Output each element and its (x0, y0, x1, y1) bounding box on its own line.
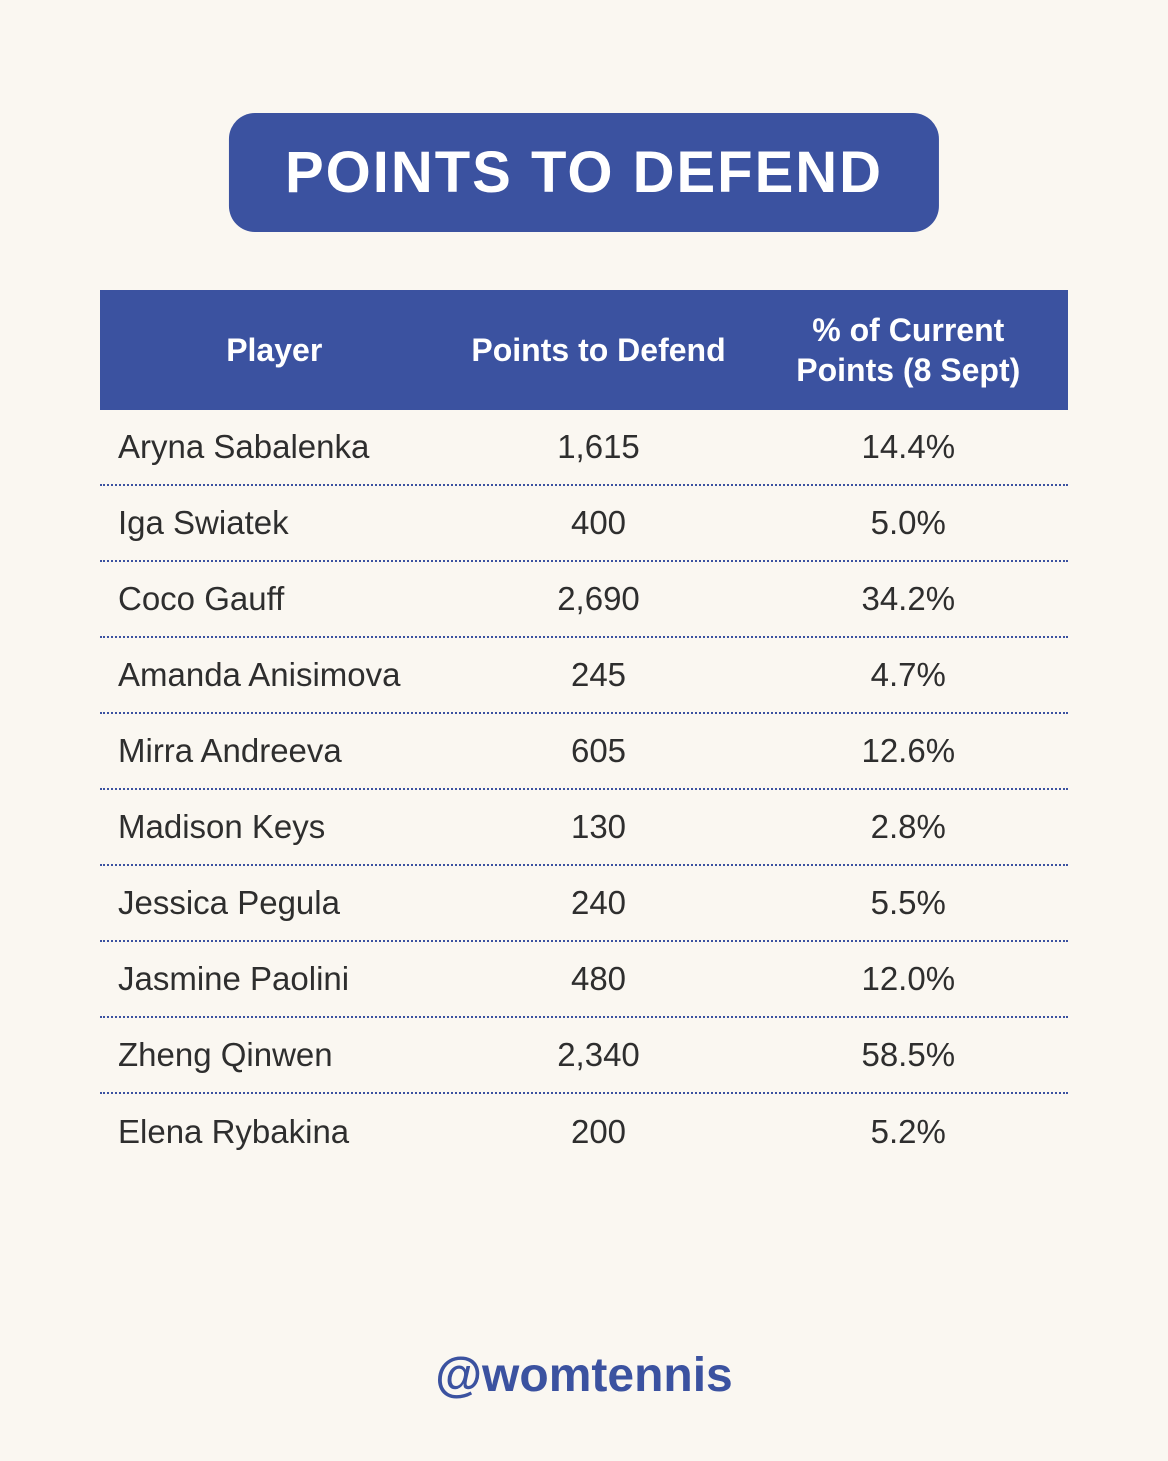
cell-points-7: 480 (570, 960, 627, 997)
column-header-percent: % of Current Points (8 Sept) (796, 312, 1021, 388)
table-row: Elena Rybakina 200 5.2% (100, 1094, 1068, 1170)
cell-player-4: Mirra Andreeva (118, 732, 342, 769)
cell-percent-6: 5.5% (870, 884, 946, 921)
cell-points-3: 245 (570, 656, 627, 693)
cell-percent-1: 5.0% (870, 504, 946, 541)
table-row: Jasmine Paolini 480 12.0% (100, 942, 1068, 1018)
cell-points-5: 130 (570, 808, 627, 845)
cell-points-1: 400 (570, 504, 627, 541)
table-row: Coco Gauff 2,690 34.2% (100, 562, 1068, 638)
cell-player-5: Madison Keys (118, 808, 326, 845)
cell-player-6: Jessica Pegula (118, 884, 340, 921)
table-row: Mirra Andreeva 605 12.6% (100, 714, 1068, 790)
cell-percent-7: 12.0% (861, 960, 956, 997)
cell-points-6: 240 (570, 884, 627, 921)
cell-player-8: Zheng Qinwen (118, 1036, 333, 1073)
cell-percent-2: 34.2% (861, 580, 956, 617)
table-row: Madison Keys 130 2.8% (100, 790, 1068, 866)
table-row: Aryna Sabalenka 1,615 14.4% (100, 410, 1068, 486)
column-header-player: Player (226, 331, 323, 368)
title-badge: POINTS TO DEFEND (228, 113, 940, 232)
cell-points-8: 2,340 (557, 1036, 640, 1073)
cell-percent-5: 2.8% (870, 808, 946, 845)
cell-percent-3: 4.7% (870, 656, 946, 693)
cell-percent-4: 12.6% (861, 732, 956, 769)
cell-percent-9: 5.2% (870, 1113, 946, 1150)
cell-player-3: Amanda Anisimova (118, 656, 401, 693)
cell-points-0: 1,615 (557, 428, 640, 465)
table-body: Aryna Sabalenka 1,615 14.4% Iga Swiatek 400 5… (100, 410, 1068, 1170)
cell-points-4: 605 (570, 732, 627, 769)
table-header-row: Player Points to Defend % of Current Poi… (100, 290, 1068, 410)
cell-points-2: 2,690 (557, 580, 640, 617)
cell-player-1: Iga Swiatek (118, 504, 289, 541)
table-row: Iga Swiatek 400 5.0% (100, 486, 1068, 562)
table-row: Amanda Anisimova 245 4.7% (100, 638, 1068, 714)
page-title: POINTS TO DEFEND (284, 140, 884, 205)
cell-player-2: Coco Gauff (118, 580, 285, 617)
social-handle: @womtennis (435, 1349, 733, 1402)
column-header-points: Points to Defend (471, 331, 726, 368)
cell-player-9: Elena Rybakina (118, 1113, 350, 1150)
table-row: Jessica Pegula 240 5.5% (100, 866, 1068, 942)
cell-percent-0: 14.4% (861, 428, 956, 465)
points-table: Player Points to Defend % of Current Poi… (100, 290, 1068, 1170)
cell-percent-8: 58.5% (861, 1036, 956, 1073)
cell-points-9: 200 (570, 1113, 627, 1150)
cell-player-0: Aryna Sabalenka (118, 428, 370, 465)
cell-player-7: Jasmine Paolini (118, 960, 350, 997)
table-row: Zheng Qinwen 2,340 58.5% (100, 1018, 1068, 1094)
